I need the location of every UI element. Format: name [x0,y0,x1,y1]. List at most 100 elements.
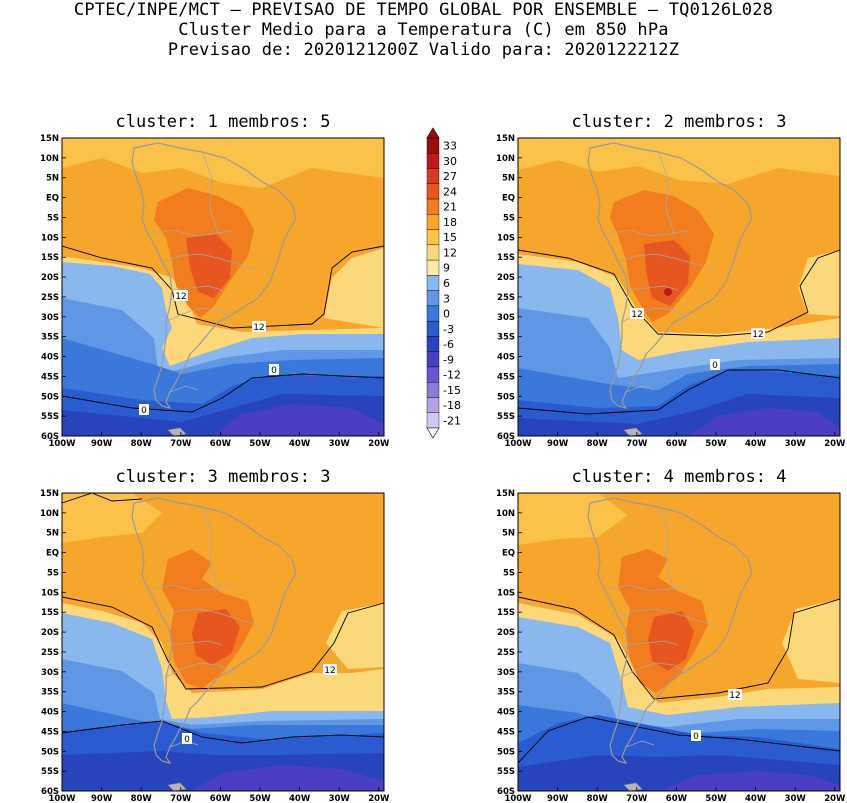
colorbar-bottom-arrow [426,427,440,439]
colorbar-top-arrow [426,127,440,139]
contour-label-12: 12 [729,691,740,701]
longitude-tick-label: 30W [785,439,807,449]
latitude-tick-label: 10S [497,588,515,598]
colorbar-label: -12 [443,369,461,382]
colorbar-swatch [426,259,440,276]
colorbar-label: 30 [443,155,457,168]
latitude-tick-label: 20S [497,628,515,638]
latitude-tick-label: 10N [40,509,59,519]
latitude-tick-label: 5N [502,529,515,539]
colorbar-swatch [426,153,440,169]
colorbar-swatch [426,275,440,291]
latitude-tick-label: 45S [497,372,515,382]
colorbar-label: -3 [443,323,454,336]
map-panel-cluster-3: 15N 10N 5N EQ 5S 10S 15S 20S 25S 30S 35S 40S 45S 50S 5… [40,489,390,803]
panel-title-cluster-1: cluster: 1 membros: 5 [115,112,331,132]
header-dates-line: Previsao de: 2020121200Z Valido para: 20… [167,40,680,60]
longitude-tick-label: 70W [626,794,648,803]
latitude-tick-label: 50S [497,747,515,757]
latitude-tick-label: 5N [46,529,59,539]
colorbar-swatch [426,412,440,429]
latitude-tick-label: 10N [40,154,59,164]
longitude-tick-label: 50W [249,794,271,803]
latitude-tick-label: 40S [41,353,59,363]
longitude-tick-label: 90W [91,794,113,803]
longitude-tick-label: 100W [48,794,76,803]
longitude-tick-label: 50W [705,794,727,803]
colorbar-swatch [426,214,440,230]
longitude-tick-label: 90W [547,439,569,449]
latitude-tick-label: 15S [497,608,515,618]
contour-label-12: 12 [253,323,264,333]
map-panel-cluster-4: 15N 10N 5N EQ 5S 10S 15S 20S 25S 30S 35S 40S 45S 50S 5… [496,489,846,803]
latitude-tick-label: EQ [46,549,59,559]
latitude-tick-label: 25S [497,293,515,303]
latitude-tick-label: 15S [41,253,59,263]
colorbar-label: 6 [443,277,450,290]
colorbar-label: 33 [443,140,457,153]
map-panel-cluster-2: 15N 10N 5N EQ 5S 10S 15S 20S 25S 30S 35S 40S 45S 50S 5… [496,134,846,449]
latitude-tick-label: 15N [496,489,515,499]
colorbar-swatch [426,137,440,154]
colorbar-label: 21 [443,201,457,214]
colorbar-swatch [426,244,440,261]
colorbar-swatch [426,397,440,413]
latitude-tick-label: 25S [41,648,59,658]
latitude-tick-label: 20S [497,273,515,283]
colorbar-label: 15 [443,231,457,244]
longitude-tick-label: 80W [131,439,153,449]
longitude-tick-label: 100W [504,794,532,803]
longitude-tick-label: 70W [170,439,192,449]
longitude-tick-label: 30W [785,794,807,803]
contour-label-0: 0 [712,361,718,371]
contour-label-12: 12 [324,666,335,676]
colorbar-label: -21 [443,414,461,427]
colorbar-swatch [426,168,440,184]
longitude-tick-label: 20W [824,439,846,449]
longitude-tick-label: 50W [705,439,727,449]
colorbar-label: -15 [443,384,461,397]
latitude-tick-label: 15N [40,489,59,499]
latitude-tick-label: 35S [497,333,515,343]
colorbar-swatch [426,290,440,307]
contour-label-12: 12 [752,330,763,340]
panel-title-cluster-4: cluster: 4 membros: 4 [571,467,787,487]
longitude-tick-label: 60W [666,794,688,803]
latitude-tick-label: 30S [497,313,515,323]
longitude-tick-label: 60W [666,439,688,449]
colorbar-swatch [426,183,440,200]
panel-title-cluster-3: cluster: 3 membros: 3 [115,467,331,487]
longitude-tick-label: 70W [170,794,192,803]
longitude-tick-label: 80W [131,794,153,803]
colorbar-label: -18 [443,399,461,412]
latitude-tick-label: 50S [497,392,515,402]
colorbar-label: 18 [443,216,457,229]
latitude-tick-label: 30S [497,668,515,678]
colorbar-label: 12 [443,246,457,259]
latitude-tick-label: 10N [496,154,515,164]
contour-label-0: 0 [271,366,277,376]
longitude-tick-label: 80W [587,794,609,803]
latitude-tick-label: 60S [41,432,59,442]
latitude-tick-label: 15N [40,134,59,144]
latitude-tick-label: 10N [496,509,515,519]
map-panel-cluster-1: 15N 10N 5N EQ 5S 10S 15S 20S 25S 30S 35S 40S 45S 50S 5… [40,134,390,449]
longitude-tick-label: 50W [249,439,271,449]
colorbar-label: -6 [443,338,454,351]
latitude-tick-label: 60S [41,787,59,797]
contour-label-12: 12 [631,310,642,320]
latitude-tick-label: 20S [41,628,59,638]
colorbar-swatch [426,336,440,352]
latitude-tick-label: EQ [502,549,515,559]
latitude-tick-label: 5S [503,213,515,223]
longitude-tick-label: 30W [329,794,351,803]
latitude-tick-label: 30S [41,668,59,678]
longitude-tick-label: 20W [368,794,390,803]
colorbar-swatch [426,366,440,383]
longitude-tick-label: 30W [329,439,351,449]
longitude-tick-label: 90W [91,439,113,449]
latitude-tick-label: 15S [497,253,515,263]
latitude-tick-label: 35S [41,688,59,698]
contour-label-0: 0 [141,406,147,416]
